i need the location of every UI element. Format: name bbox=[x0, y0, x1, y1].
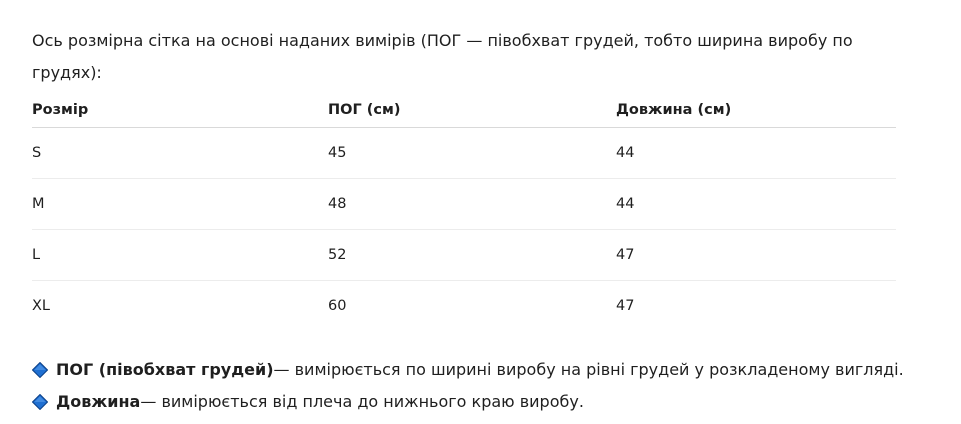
header-size: Розмір bbox=[32, 92, 328, 128]
cell-chest: 60 bbox=[328, 298, 347, 314]
blue-diamond-icon bbox=[32, 394, 48, 410]
note-text: — вимірюється від плеча до нижнього краю… bbox=[140, 392, 584, 411]
table-row: S 45 44 bbox=[32, 127, 896, 179]
cell-size: M bbox=[32, 178, 328, 230]
table-row: L 52 47 bbox=[32, 229, 896, 281]
note-chest: ПОГ (півобхват грудей) — вимірюється по … bbox=[32, 354, 932, 386]
note-term: Довжина bbox=[56, 392, 141, 411]
header-length: Довжина (см) bbox=[616, 92, 896, 128]
cell-length: 47 bbox=[616, 298, 635, 314]
blue-diamond-icon bbox=[32, 362, 48, 378]
intro-paragraph: Ось розмірна сітка на основі наданих вим… bbox=[32, 31, 853, 82]
note-text: — вимірюється по ширині виробу на рівні … bbox=[273, 360, 904, 379]
table-header-row: Розмір ПОГ (см) Довжина (см) bbox=[32, 92, 896, 128]
table-row: M 48 44 bbox=[32, 178, 896, 230]
cell-chest: 45 bbox=[328, 127, 616, 179]
notes-list: ПОГ (півобхват грудей) — вимірюється по … bbox=[32, 354, 932, 418]
cell-size: L bbox=[32, 229, 328, 281]
cell-size: XL bbox=[32, 298, 51, 314]
cell-chest: 52 bbox=[328, 229, 616, 281]
table-row: XL 60 47 bbox=[32, 281, 896, 332]
cell-size: S bbox=[32, 127, 328, 179]
cell-chest: 48 bbox=[328, 178, 616, 230]
header-chest: ПОГ (см) bbox=[328, 92, 616, 128]
note-length: Довжина — вимірюється від плеча до нижнь… bbox=[32, 386, 932, 418]
cell-length: 44 bbox=[616, 127, 896, 179]
cell-length: 44 bbox=[616, 178, 896, 230]
note-term: ПОГ (півобхват грудей) bbox=[56, 360, 274, 379]
cell-length: 47 bbox=[616, 229, 896, 281]
size-chart-table: Розмір ПОГ (см) Довжина (см) S 45 44 M 4… bbox=[32, 92, 896, 331]
